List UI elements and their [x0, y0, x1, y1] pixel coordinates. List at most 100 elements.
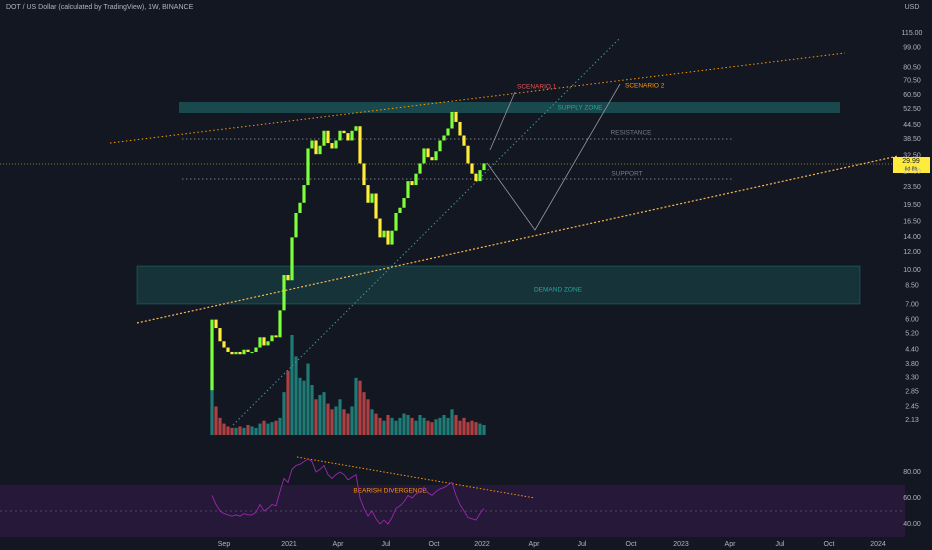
y-tick-label: 3.80: [905, 361, 919, 368]
x-tick-label: Oct: [824, 541, 835, 548]
y-tick-label: 27.50: [903, 169, 921, 176]
y-tick-label: 23.50: [903, 184, 921, 191]
candle: [314, 140, 318, 155]
y-tick-label: 14.00: [903, 234, 921, 241]
candle: [430, 157, 434, 161]
candle: [318, 145, 322, 155]
volume-bar: [258, 423, 262, 435]
y-tick-label: 4.40: [905, 347, 919, 354]
candle: [398, 207, 402, 213]
candle: [286, 275, 290, 281]
candle: [258, 337, 262, 348]
rsi-line: [211, 458, 485, 525]
candle: [230, 351, 234, 355]
candle: [322, 130, 326, 146]
candle: [350, 130, 354, 141]
volume-bar: [282, 392, 286, 435]
y-tick-label: 10.00: [903, 267, 921, 274]
candle: [326, 130, 330, 144]
volume-bar: [438, 417, 442, 435]
candle: [342, 130, 346, 134]
volume-bar: [210, 370, 214, 435]
y-tick-label: 8.50: [905, 283, 919, 290]
x-tick-label: Sep: [218, 541, 231, 548]
volume-bar: [390, 417, 394, 435]
volume-bar: [458, 420, 462, 435]
candle: [338, 130, 342, 141]
y-tick-label: 19.50: [903, 202, 921, 209]
rsi-tick-label: 60.00: [903, 495, 921, 502]
y-tick-label: 2.13: [905, 417, 919, 424]
support-trend: [232, 37, 621, 426]
annotation: DEMAND ZONE: [534, 287, 583, 294]
candle: [270, 335, 274, 342]
volume-bar: [290, 335, 294, 435]
candle: [262, 337, 266, 346]
lower-channel: [136, 155, 899, 324]
y-tick-label: 52.50: [903, 106, 921, 113]
x-tick-label: 2024: [870, 541, 886, 548]
candle: [330, 143, 334, 149]
scenario-2-arrow: [486, 83, 621, 231]
candle: [362, 163, 366, 186]
candle: [242, 349, 246, 355]
volume-bar: [218, 417, 222, 435]
x-tick-label: Jul: [578, 541, 587, 548]
candle: [346, 133, 350, 141]
candle: [250, 351, 254, 353]
volume-bar: [462, 417, 466, 435]
candle: [382, 230, 386, 238]
y-tick-label: 12.00: [903, 249, 921, 256]
y-tick-label: 2.45: [905, 403, 919, 410]
x-tick-label: 2021: [281, 541, 297, 548]
candle: [226, 347, 230, 352]
rsi-tick-label: 40.00: [903, 521, 921, 528]
y-tick-label: 16.50: [903, 218, 921, 225]
volume-bar: [254, 427, 258, 435]
volume-bar: [410, 417, 414, 435]
scenario-1-arrow: [489, 91, 516, 151]
y-tick-label: 44.50: [903, 122, 921, 129]
volume-bar: [338, 399, 342, 435]
candle: [454, 111, 458, 122]
candle: [334, 140, 338, 149]
candle: [302, 185, 306, 203]
candle: [474, 173, 478, 182]
x-tick-label: Apr: [333, 541, 345, 548]
y-tick-label: 60.50: [903, 92, 921, 99]
x-tick-label: Apr: [529, 541, 541, 548]
volume-bar: [466, 422, 470, 435]
volume-bar: [278, 417, 282, 435]
annotation: SUPPORT: [611, 171, 642, 178]
last-price: 29.99: [902, 158, 920, 165]
volume-bar: [274, 420, 278, 435]
y-tick-label: 38.50: [903, 136, 921, 143]
volume-bar: [430, 422, 434, 435]
annotation: SUPPLY ZONE: [558, 105, 604, 112]
candle: [290, 237, 294, 281]
candle: [358, 126, 362, 164]
candle: [386, 230, 390, 245]
candle: [254, 347, 258, 352]
annotation: SCENARIO 1: [517, 84, 557, 91]
candle: [246, 349, 250, 352]
volume-bar: [322, 392, 326, 435]
volume-bar: [406, 415, 410, 435]
annotation: SCENARIO 2: [625, 83, 665, 90]
volume-bar: [342, 409, 346, 435]
annotation: BEARISH DIVERGENCE: [353, 488, 427, 495]
volume-bar: [286, 370, 290, 435]
volume-bar: [222, 423, 226, 435]
volume-bar: [294, 356, 298, 435]
upper-channel: [109, 52, 846, 144]
countdown: 6d 8h: [905, 166, 918, 172]
volume-bar: [374, 413, 378, 435]
y-tick-label: 115.00: [902, 30, 923, 37]
x-tick-label: 2022: [474, 541, 490, 548]
volume-bar: [426, 420, 430, 435]
volume-bar: [262, 420, 266, 435]
volume-bar: [246, 425, 250, 435]
y-tick-label: 99.00: [903, 44, 921, 51]
candle: [470, 163, 474, 174]
candle: [378, 218, 382, 238]
